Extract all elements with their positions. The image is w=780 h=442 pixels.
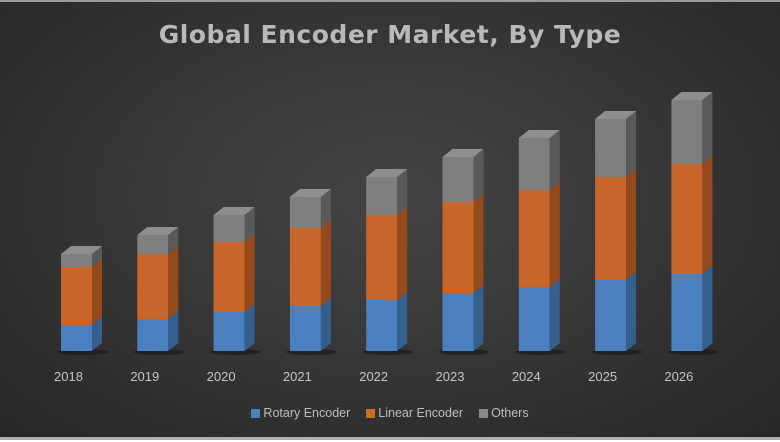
bar-2025 (591, 111, 643, 355)
bar-2024 (514, 130, 566, 355)
x-axis-labels: 2018 2019 2020 2021 2022 2023 2024 2025 2026 (0, 369, 780, 389)
segment-rotary (137, 319, 169, 351)
segment-linear (213, 242, 245, 312)
segment-linear (595, 177, 627, 280)
segment-rotary (61, 325, 92, 351)
segment-linear (61, 267, 92, 325)
x-label-2019: 2019 (130, 369, 160, 384)
legend-swatch-rotary (251, 408, 261, 418)
segment-others (518, 138, 550, 190)
legend-swatch-linear (366, 408, 376, 418)
segment-others (595, 119, 627, 177)
x-label-2021: 2021 (282, 369, 312, 384)
bar-2019 (133, 227, 185, 355)
segment-others (213, 215, 245, 242)
bar-2020 (209, 207, 261, 355)
x-label-2026: 2026 (664, 369, 694, 384)
bar-2021 (285, 189, 337, 355)
legend: Rotary Encoder Linear Encoder Others (0, 406, 780, 420)
segment-linear (518, 190, 550, 287)
segment-rotary (442, 293, 474, 351)
segment-others (366, 177, 398, 215)
legend-item-rotary: Rotary Encoder (251, 406, 350, 420)
x-label-2020: 2020 (206, 369, 236, 384)
segment-others (671, 100, 703, 164)
segment-rotary (213, 312, 245, 351)
segment-others (61, 254, 92, 267)
x-label-2025: 2025 (588, 369, 618, 384)
bar-2018 (57, 246, 108, 355)
x-label-2018: 2018 (54, 369, 83, 384)
segment-linear (442, 202, 474, 293)
segment-linear (137, 254, 169, 319)
chart-title: Global Encoder Market, By Type (158, 20, 622, 49)
x-label-2022: 2022 (359, 369, 389, 384)
segment-rotary (289, 306, 321, 351)
x-label-2024: 2024 (511, 369, 541, 384)
bar-2022 (362, 169, 414, 355)
segment-rotary (518, 287, 550, 351)
legend-label-linear: Linear Encoder (378, 406, 464, 420)
segment-rotary (366, 300, 398, 351)
segment-others (289, 197, 321, 228)
segment-rotary (595, 280, 627, 351)
segment-linear (671, 164, 703, 274)
bar-2026 (667, 92, 719, 355)
legend-item-others: Others (479, 406, 529, 420)
legend-swatch-others (479, 408, 489, 418)
legend-item-linear: Linear Encoder (366, 406, 463, 420)
x-label-2023: 2023 (435, 369, 465, 384)
segment-rotary (671, 274, 703, 351)
segment-linear (289, 228, 321, 306)
segment-others (442, 157, 474, 202)
segment-others (137, 235, 169, 254)
bar-2023 (438, 149, 490, 355)
legend-label-others: Others (491, 406, 529, 420)
legend-label-rotary: Rotary Encoder (263, 406, 351, 420)
segment-linear (366, 215, 398, 300)
